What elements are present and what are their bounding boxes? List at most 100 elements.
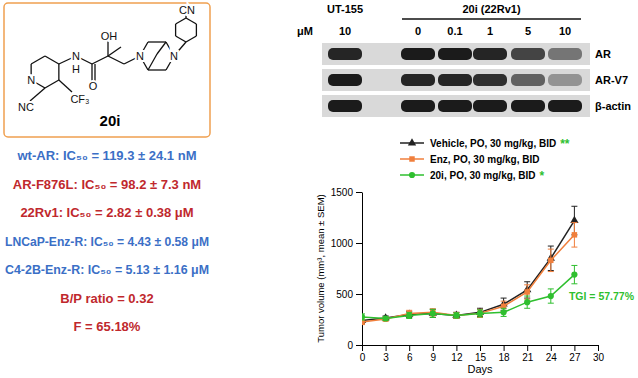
blot-band [438,74,472,86]
activity-text: wt-AR: IC₅₀ = 119.3 ± 24.1 nM [17,148,197,163]
blot-band [548,74,582,86]
bond [59,80,72,92]
legend-marker [409,172,415,178]
error-bar [430,309,436,317]
x-tick: 15 [475,345,487,363]
blot-band [401,74,435,86]
series-marker [383,315,389,321]
y-tick-label: 0 [347,340,353,351]
blot-band [328,74,362,86]
activity-text: AR-F876L: IC₅₀ = 98.2 ± 7.3 nM [13,177,201,192]
blot-concentration: 0.1 [447,25,462,37]
error-bar [571,223,577,247]
error-bar [362,314,365,320]
blot-reference: UT-155 [327,3,363,15]
x-tick-label: 12 [451,352,463,363]
atom-label: N [27,74,35,86]
x-tick-label: 3 [383,352,389,363]
error-bar [571,265,577,283]
significance: * [540,169,545,183]
blot-band [438,48,472,60]
activity-text: B/P ratio = 0.32 [60,291,153,306]
error-bar [453,312,459,318]
x-tick-label: 18 [499,352,511,363]
y-tick-label: 500 [336,289,353,300]
bond [148,41,166,42]
activity-text: 22Rv1: IC₅₀ = 2.82 ± 0.38 μM [20,205,193,220]
y-tick-mark [356,345,362,346]
series-marker [501,309,507,315]
series-marker [572,232,577,237]
legend-label: Enz, PO, 30 mg/kg, BID [430,154,539,165]
blot-band [548,100,582,112]
series-marker [362,314,365,320]
blot-strip [322,43,590,65]
series-line [362,235,574,322]
x-tick: 3 [383,345,389,363]
blot-concentration: 0 [415,25,421,37]
blot-band [473,74,507,86]
x-tick: 12 [451,345,463,363]
bond [107,40,108,56]
bond [45,56,59,64]
blot-band [438,100,472,112]
western-blot: UT-15520i (22Rv1)μM1000.11510ARAR-V7β-ac… [297,3,631,117]
error-bar [477,308,483,316]
atom-label: N [170,50,178,62]
activity-text: C4-2B-Enz-R: IC₅₀ = 5.13 ± 1.16 μM [5,262,209,277]
error-bar [453,312,459,318]
x-tick-mark [504,345,505,351]
x-tick-label: 30 [593,352,605,363]
y-tick: 0 [347,340,362,351]
atom-label: N [136,50,144,62]
atom-label: NC [18,101,34,113]
chart: 036912151821242730050010001500DaysTumor … [315,137,635,375]
atom-label: H [72,63,80,75]
bond [92,56,108,64]
x-tick-mark [409,345,410,351]
bond [45,80,59,88]
blot-band [548,48,582,60]
bond [186,36,196,42]
error-bar [477,309,483,317]
blot-row-label: β-actin [595,100,631,112]
blot-band [473,100,507,112]
plot-area [362,206,579,325]
series-marker [524,299,530,305]
bond [176,18,186,24]
x-tick-mark [551,345,552,351]
x-tick-mark [574,345,575,351]
error-bar [430,309,436,317]
series-marker [571,272,577,278]
bond [196,24,197,36]
x-tick-label: 21 [522,352,534,363]
blot-bracket [402,18,581,20]
y-axis: 050010001500 [331,187,363,351]
x-tick-mark [598,345,599,351]
y-tick: 1000 [331,238,362,249]
blot-band [401,100,435,112]
atom-label: N [72,50,80,62]
blot-row-label: AR [595,48,611,60]
legend-label: Vehicle, PO, 30 mg/kg, BID [430,138,556,149]
bond [148,54,157,70]
blot-strip [322,69,590,91]
x-tick: 9 [431,345,437,363]
series-marker [406,312,412,318]
blot-band [511,74,545,86]
error-bar [524,296,530,308]
annotation: TGI = 57.77% [569,290,635,302]
blot-band [511,48,545,60]
series-marker [477,310,483,316]
bond [186,18,196,24]
y-axis-title: Tumor volume (mm³, mean ± SEM) [315,194,326,342]
x-tick: 30 [593,345,605,363]
x-tick: 27 [569,345,581,363]
bond [148,69,166,70]
x-tick-mark [362,345,363,351]
blot-band [328,48,362,60]
structure: NNCCF₃NHOOHNNCN20i [4,3,210,137]
blot-concentration: 5 [525,25,531,37]
x-tick-label: 15 [475,352,487,363]
x-tick: 21 [522,345,534,363]
